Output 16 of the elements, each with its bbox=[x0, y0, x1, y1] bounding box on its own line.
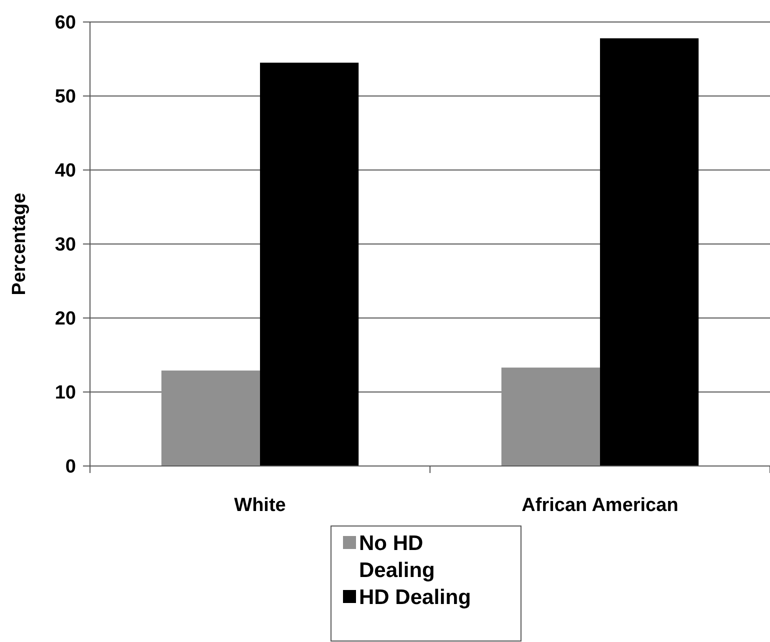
bar bbox=[501, 368, 600, 466]
y-tick-label: 10 bbox=[54, 382, 76, 404]
y-tick-label: 50 bbox=[54, 86, 76, 108]
bar bbox=[260, 62, 359, 466]
x-tick-label: White bbox=[234, 495, 286, 516]
y-tick-label: 30 bbox=[54, 234, 76, 256]
bar bbox=[600, 38, 699, 466]
y-tick-label: 60 bbox=[54, 12, 76, 34]
y-axis-title: Percentage bbox=[9, 192, 30, 296]
bar bbox=[161, 370, 260, 466]
y-tick-label: 0 bbox=[65, 456, 76, 478]
y-tick-label: 20 bbox=[54, 308, 76, 330]
legend-label: HD Dealing bbox=[359, 586, 472, 609]
legend-label: No HD Dealing bbox=[359, 532, 435, 582]
x-tick-label: African American bbox=[522, 495, 678, 516]
y-tick-label: 40 bbox=[54, 160, 76, 182]
